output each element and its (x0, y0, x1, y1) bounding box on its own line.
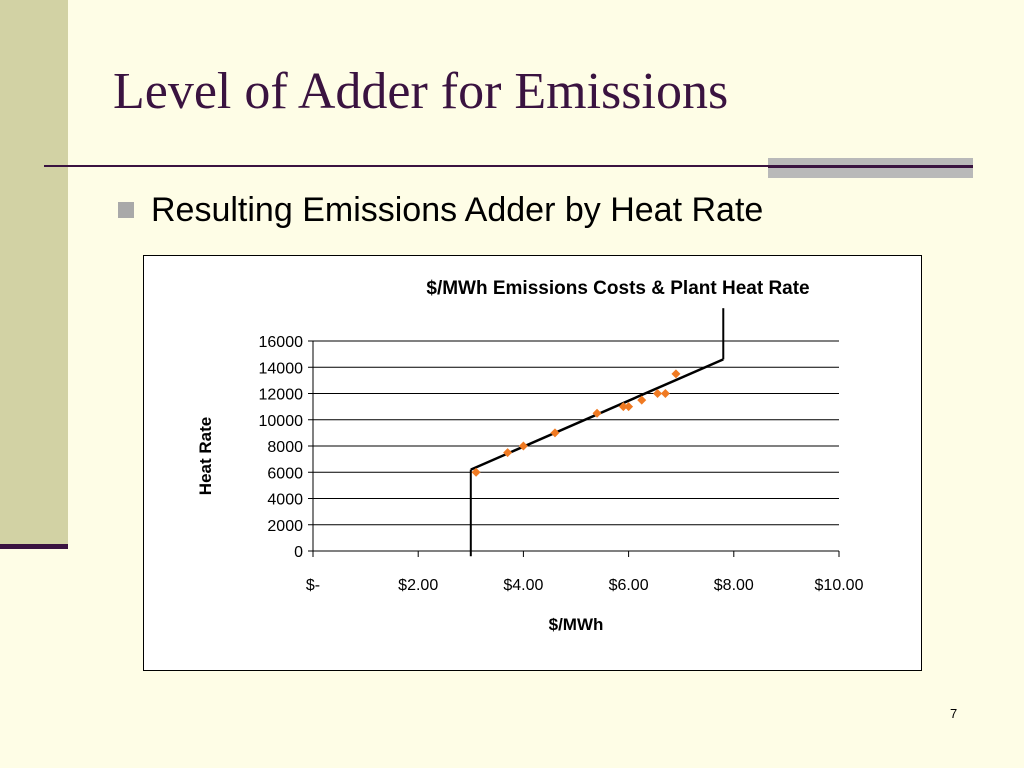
data-point (653, 389, 663, 398)
data-point (618, 402, 628, 412)
y-tick-label: 8000 (267, 439, 303, 456)
y-axis-label: Heat Rate (196, 417, 215, 495)
data-point (624, 402, 634, 412)
data-point (671, 369, 681, 379)
y-tick-label: 4000 (267, 492, 303, 509)
title-divider (44, 165, 972, 167)
left-band-rule (0, 544, 68, 549)
bullet-square-icon (118, 202, 134, 218)
y-tick-label: 14000 (259, 360, 304, 377)
slide-number: 7 (950, 706, 958, 721)
title-divider-block (768, 158, 973, 178)
data-point (518, 441, 528, 451)
y-tick-label: 10000 (259, 413, 304, 430)
y-tick-label: 12000 (259, 387, 304, 404)
chart-title: $/MWh Emissions Costs & Plant Heat Rate (426, 278, 809, 299)
x-tick-label: $4.00 (503, 577, 543, 594)
data-point (471, 467, 481, 477)
left-accent-band (0, 0, 68, 547)
scatter-chart: $/MWh Emissions Costs & Plant Heat Rate 0… (196, 278, 864, 634)
data-point (503, 448, 513, 458)
y-tick-label: 0 (294, 544, 303, 561)
data-point (637, 395, 647, 405)
x-tick-label: $- (306, 577, 320, 594)
bullet-text: Resulting Emissions Adder by Heat Rate (151, 191, 764, 229)
x-tick-label: $2.00 (398, 577, 438, 594)
y-tick-label: 2000 (267, 518, 303, 535)
x-tick-label: $10.00 (815, 577, 864, 594)
x-tick-label: $8.00 (714, 577, 754, 594)
data-point (660, 389, 670, 398)
y-tick-label: 6000 (267, 465, 303, 482)
x-tick-label: $6.00 (609, 577, 649, 594)
chart-frame: $/MWh Emissions Costs & Plant Heat Rate 0… (143, 255, 922, 671)
data-point (550, 428, 560, 438)
y-tick-label: 16000 (259, 334, 304, 351)
slide-title: Level of Adder for Emissions (113, 63, 729, 120)
x-axis-label: $/MWh (549, 615, 604, 634)
data-point (592, 408, 602, 418)
